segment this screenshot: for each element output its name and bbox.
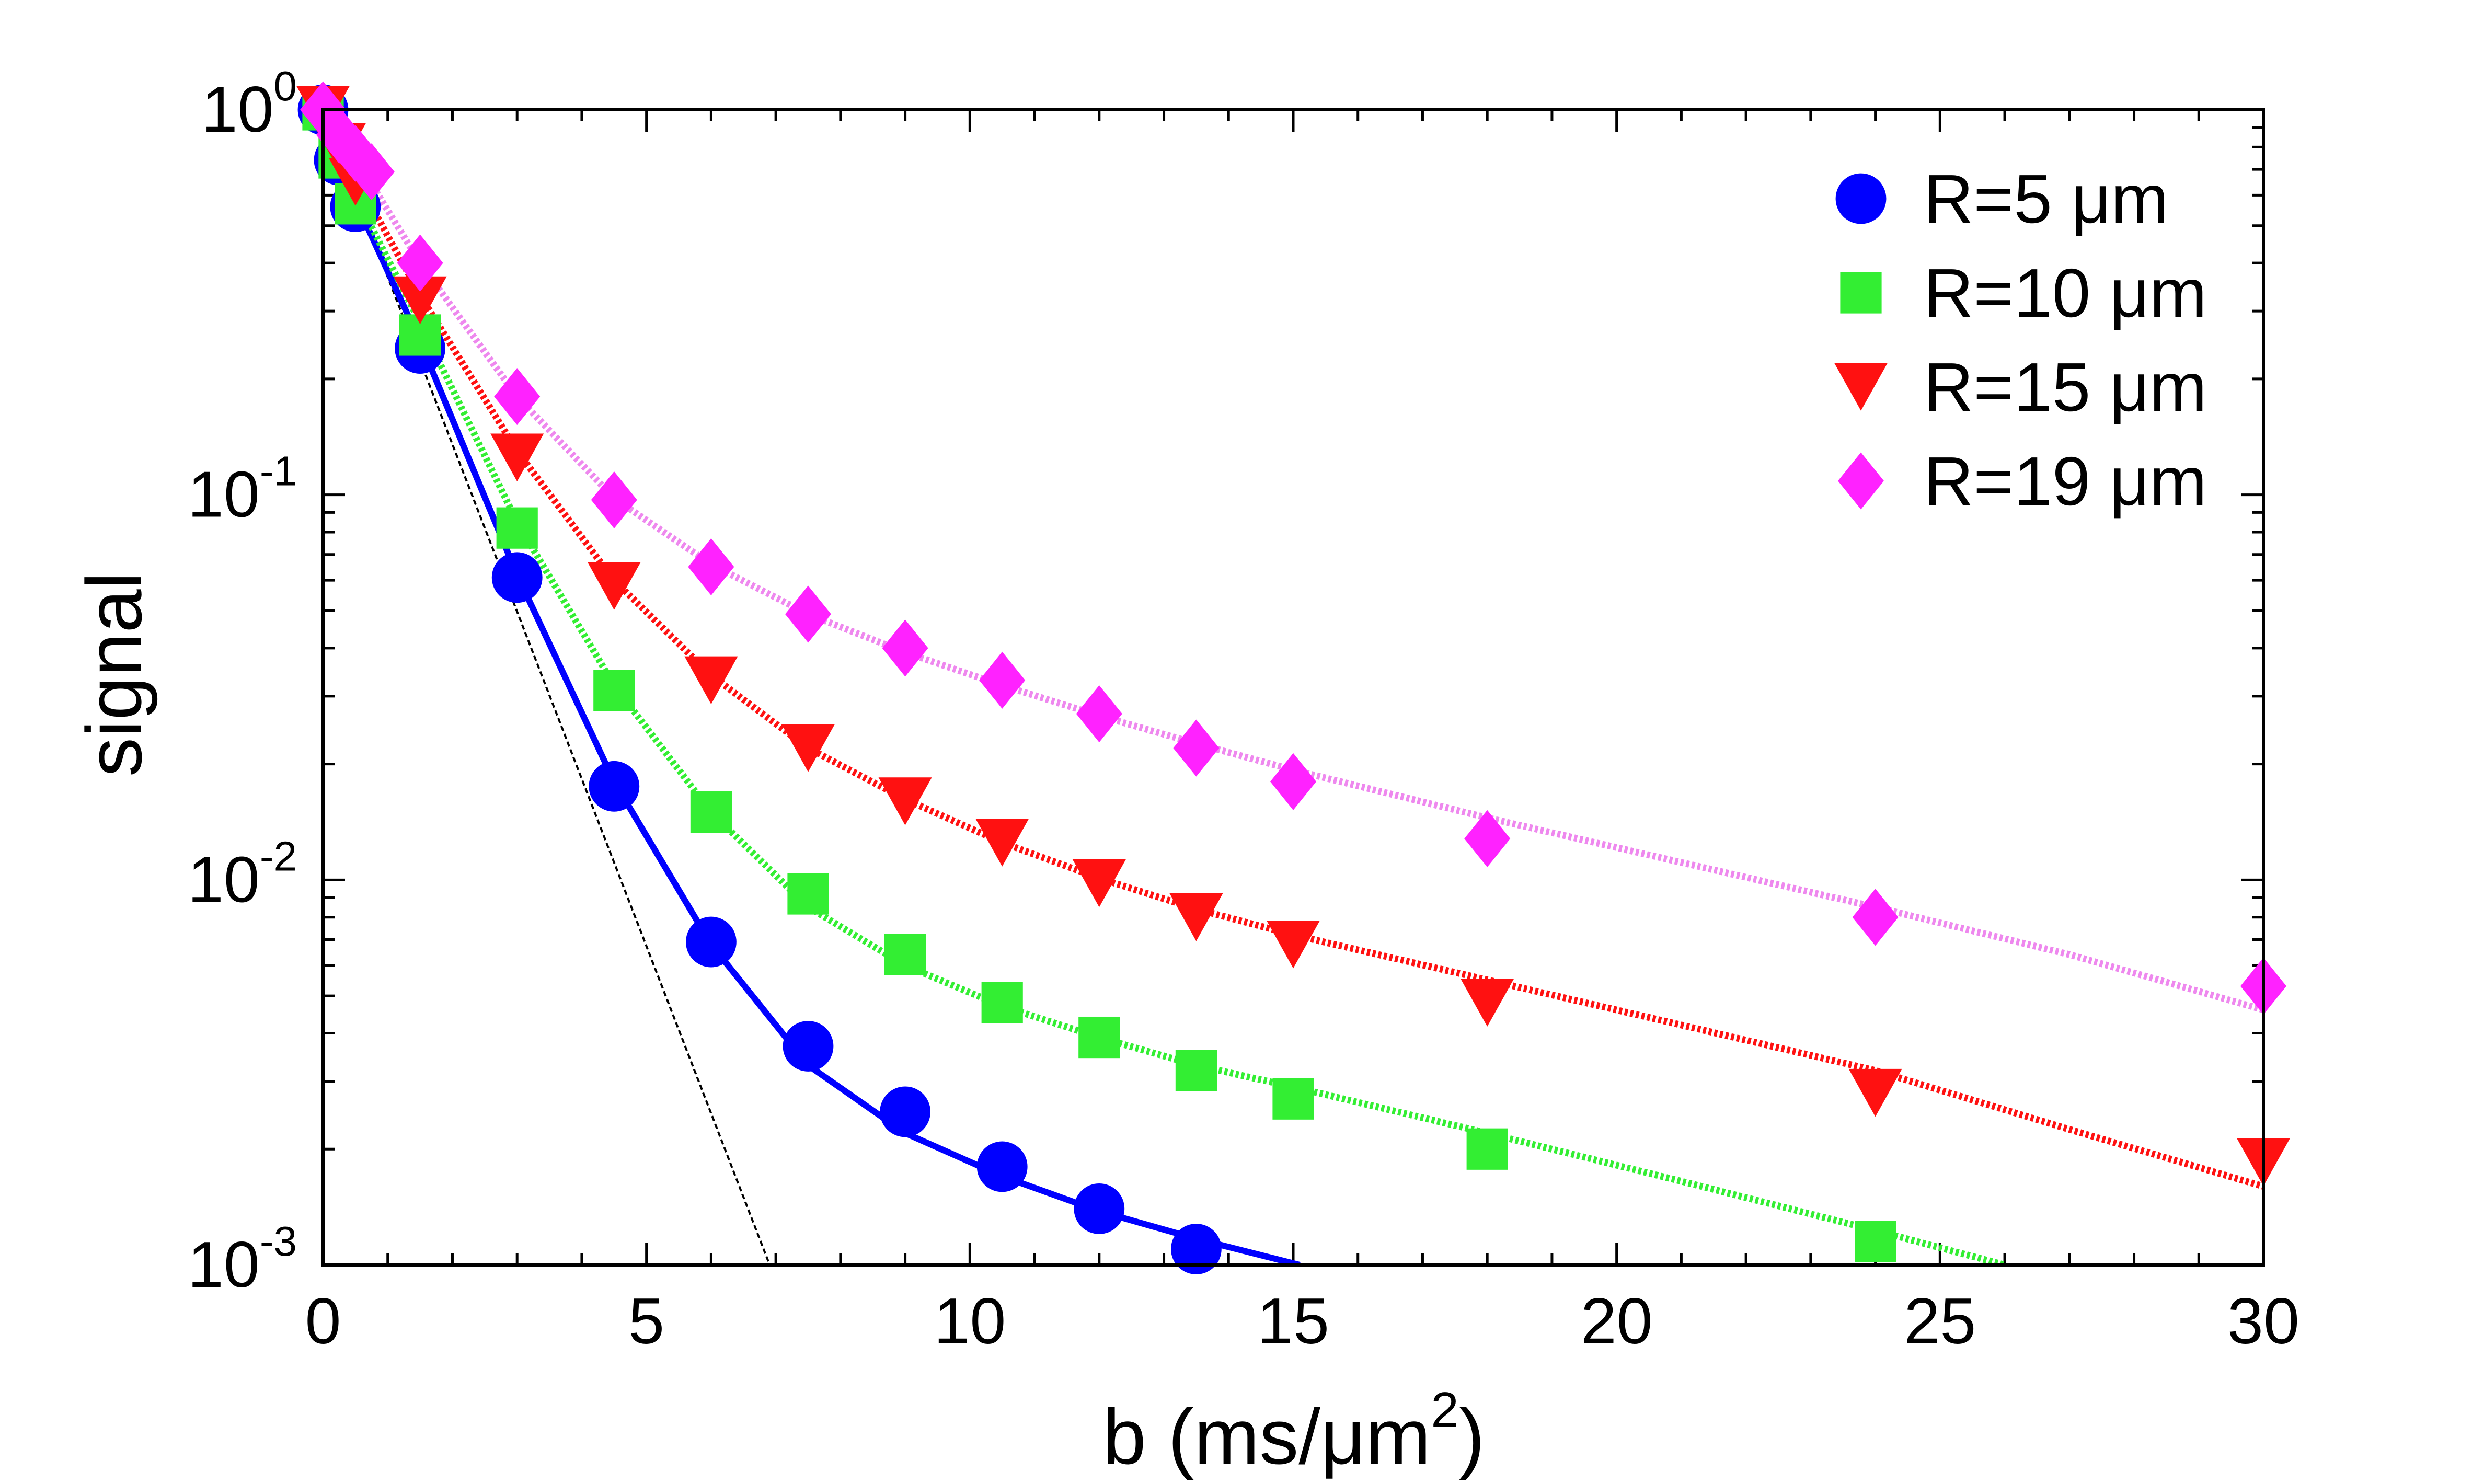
y-axis-label: signal [70,572,158,777]
legend-label: R=15 μm [1924,349,2207,425]
data-point-series-3 [1848,1068,1902,1117]
data-point-series-3 [1072,859,1126,907]
legend-marker [1840,272,1882,314]
y-tick-label: 10-2 [188,833,297,916]
y-tick-exponent: -2 [260,833,297,879]
plot-area-frame [321,108,2265,1267]
data-point-series-4 [1270,753,1316,810]
y-tick-exponent: 0 [274,63,297,109]
data-point-series-3 [587,562,641,610]
data-point-series-3 [490,433,544,482]
data-point-series-4 [1173,719,1220,777]
data-point-series-2 [1175,1050,1217,1091]
x-tick-label: 5 [628,1285,664,1358]
data-point-series-2 [496,507,538,549]
x-tick-label: 20 [1581,1285,1653,1358]
data-point-series-2 [1272,1078,1314,1120]
data-point-series-3 [1169,893,1223,941]
data-point-series-2 [884,934,926,975]
data-point-series-4 [979,651,1026,709]
legend-marker [1835,173,1887,224]
data-point-series-4 [1852,889,1899,946]
data-point-series-1 [976,1141,1028,1192]
data-point-series-2 [690,791,732,833]
legend-marker [1838,452,1884,510]
data-point-series-2 [787,873,829,915]
data-point-series-2 [1855,1221,1896,1262]
y-tick-exponent: -3 [260,1218,297,1264]
legend-label: R=10 μm [1924,255,2207,331]
y-tick-base: 10 [188,1229,260,1301]
data-point-series-4 [494,368,541,425]
data-point-series-4 [348,143,395,201]
data-point-series-4 [397,234,443,292]
fit-line-series-2 [323,110,2006,1265]
x-tick-label: 15 [1257,1285,1329,1358]
data-point-series-4 [688,538,734,596]
data-point-series-2 [593,670,635,711]
data-point-series-4 [785,585,831,643]
y-tick-label: 10-3 [188,1218,297,1301]
data-point-series-2 [981,982,1023,1023]
data-point-series-3 [975,819,1029,867]
data-point-series-1 [1171,1224,1222,1274]
data-point-series-4 [1464,810,1511,867]
data-point-series-2 [1078,1016,1120,1059]
data-point-series-4 [1076,685,1122,743]
data-point-series-4 [882,619,928,677]
data-point-series-1 [686,916,737,968]
y-tick-exponent: -1 [260,448,297,494]
data-points [296,81,2291,1274]
data-point-series-4 [591,471,637,528]
legend: R=5 μm R=10 μm R=15 μm R=19 μm [1834,160,2207,520]
x-tick-labels: 0 5 10 15 20 25 30 [305,1285,2299,1358]
data-point-series-2 [1466,1128,1508,1170]
y-tick-base: 10 [202,74,274,146]
reference-line [323,110,771,1265]
y-tick-label: 10-1 [188,448,297,531]
x-tick-label: 10 [934,1285,1006,1358]
legend-label: R=5 μm [1924,160,2169,237]
y-tick-base: 10 [188,459,260,531]
data-point-series-1 [589,761,640,812]
x-tick-label: 0 [305,1285,341,1358]
data-point-series-3 [878,777,932,825]
data-point-series-3 [393,276,447,325]
data-point-series-1 [1074,1183,1125,1234]
legend-marker [1834,363,1888,411]
data-point-series-3 [1461,979,1514,1027]
y-tick-base: 10 [188,844,260,916]
data-point-series-3 [684,656,738,705]
y-tick-label: 100 [202,63,297,146]
data-point-series-3 [1266,920,1320,969]
legend-label: R=19 μm [1924,443,2207,520]
x-axis-label: b (ms/μm2) [1102,1382,1485,1480]
x-tick-label: 30 [2227,1285,2299,1358]
data-point-series-1 [880,1086,930,1137]
x-tick-label: 25 [1904,1285,1976,1358]
data-point-series-1 [783,1021,834,1072]
data-point-series-1 [491,552,543,603]
data-point-series-3 [781,724,835,772]
